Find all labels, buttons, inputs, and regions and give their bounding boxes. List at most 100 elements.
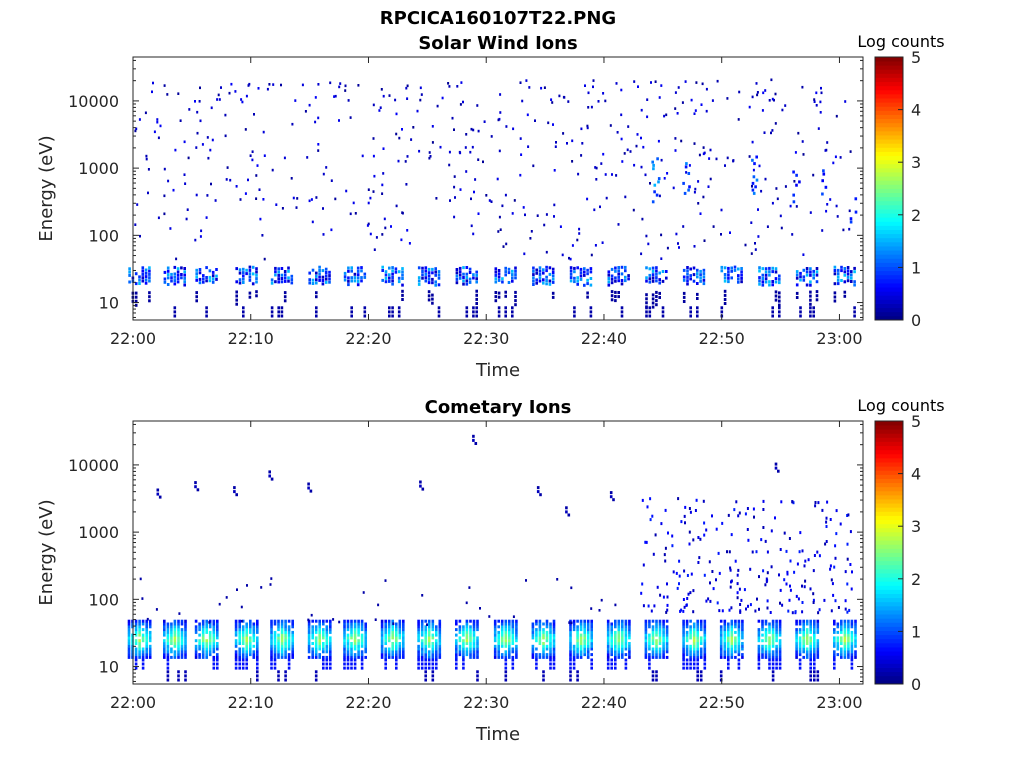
heatmap-cell [816, 619, 820, 623]
heatmap-cell [301, 83, 304, 87]
heatmap-cell [606, 636, 610, 640]
heatmap-cell [238, 650, 241, 654]
heatmap-cell [571, 160, 574, 163]
heatmap-cell [138, 655, 141, 659]
heatmap-cell [176, 267, 180, 271]
heatmap-cell [417, 662, 420, 666]
heatmap-cell [833, 653, 836, 657]
heatmap-cell [846, 266, 850, 269]
heatmap-cell [813, 100, 816, 103]
heatmap-cell [277, 647, 280, 651]
heatmap-cell [686, 282, 689, 286]
heatmap-cell [145, 647, 148, 651]
heatmap-cell [850, 587, 853, 591]
heatmap-cell [469, 636, 472, 640]
heatmap-cell [683, 569, 686, 573]
heatmap-cell [644, 639, 648, 643]
heatmap-cell [813, 625, 816, 629]
heatmap-cell [734, 630, 737, 634]
heatmap-cell [329, 636, 332, 640]
heatmap-cell [651, 279, 655, 283]
heatmap-cell [621, 647, 624, 651]
heatmap-cell [465, 650, 469, 654]
heatmap-cell [245, 94, 248, 98]
x-tick-label: 22:30 [463, 329, 509, 348]
heatmap-cell [685, 647, 689, 651]
heatmap-cell [198, 655, 201, 659]
heatmap-cell [520, 153, 523, 156]
heatmap-cell [428, 156, 431, 160]
heatmap-cell [350, 269, 353, 273]
heatmap-cell [395, 650, 398, 654]
heatmap-cell [802, 633, 805, 637]
heatmap-cell [277, 674, 280, 678]
heatmap-cell [840, 628, 843, 632]
heatmap-cell [465, 310, 469, 314]
x-tick-label: 22:30 [463, 693, 509, 712]
heatmap-cell [656, 585, 659, 589]
heatmap-cell [620, 279, 624, 282]
heatmap-cell [465, 306, 469, 310]
heatmap-cell [795, 276, 799, 280]
heatmap-cell [504, 628, 508, 632]
heatmap-cell [692, 666, 696, 670]
colorbar-segment [875, 433, 903, 438]
heatmap-cell [134, 223, 137, 226]
heatmap-cell [247, 84, 250, 87]
heatmap-cell [173, 279, 177, 283]
heatmap-cell [583, 636, 586, 640]
heatmap-cell [552, 650, 556, 654]
heatmap-cell [431, 633, 435, 637]
heatmap-cell [834, 599, 837, 603]
heatmap-cell [655, 642, 658, 645]
heatmap-cell [778, 647, 782, 651]
heatmap-cell [458, 270, 462, 274]
heatmap-cell [238, 658, 241, 662]
heatmap-cell [431, 628, 435, 632]
heatmap-cell [703, 622, 707, 626]
heatmap-cell [249, 628, 252, 632]
heatmap-cell [397, 280, 401, 284]
heatmap-cell [597, 100, 600, 103]
heatmap-cell [835, 204, 838, 208]
heatmap-cell [802, 644, 805, 648]
heatmap-cell [318, 625, 321, 629]
heatmap-cell [833, 630, 836, 634]
heatmap-cell [338, 85, 341, 89]
heatmap-cell [183, 276, 186, 280]
heatmap-cell [751, 140, 754, 144]
heatmap-cell [460, 81, 463, 84]
heatmap-cell [497, 269, 501, 272]
heatmap-cell [508, 655, 511, 659]
heatmap-cell [573, 266, 576, 270]
heatmap-cell [177, 644, 180, 648]
heatmap-cell [280, 619, 284, 623]
heatmap-cell [665, 610, 668, 614]
heatmap-cell [401, 267, 404, 271]
heatmap-cell [848, 608, 851, 612]
heatmap-cell [773, 98, 775, 102]
heatmap-cell [844, 599, 847, 603]
heatmap-cell [311, 625, 314, 629]
heatmap-cell [705, 599, 708, 603]
heatmap-cell [771, 674, 775, 678]
heatmap-cell [723, 619, 727, 623]
heatmap-cell [324, 267, 328, 271]
heatmap-cell [529, 237, 532, 240]
heatmap-cell [252, 644, 256, 648]
heatmap-cell [686, 269, 689, 273]
heatmap-cell [802, 630, 805, 634]
heatmap-cell [666, 603, 669, 607]
heatmap-cell [798, 658, 802, 662]
heatmap-cell [761, 280, 765, 284]
heatmap-cell [381, 183, 384, 187]
heatmap-cell [148, 622, 152, 626]
heatmap-cell [761, 655, 764, 659]
heatmap-cell [356, 279, 360, 283]
heatmap-cell [429, 155, 432, 158]
heatmap-cell [472, 633, 476, 637]
heatmap-cell [514, 269, 517, 273]
heatmap-cell [651, 630, 655, 634]
heatmap-cell [325, 644, 329, 648]
heatmap-cell [417, 666, 420, 670]
